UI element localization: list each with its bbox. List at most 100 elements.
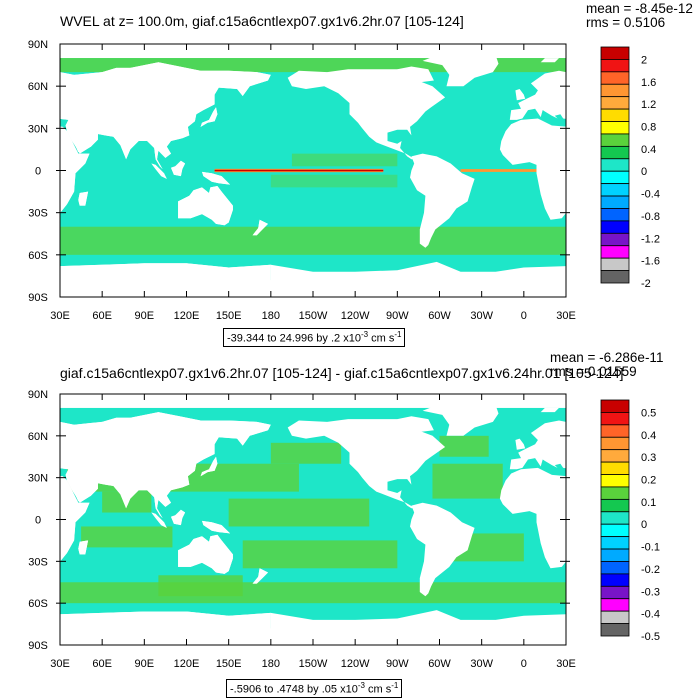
colorbar-swatch [600, 498, 630, 513]
top-range-text: -39.344 to 24.996 by .2 x10 [227, 332, 361, 345]
uk-landmass [9, 439, 19, 450]
tropical-north-patch [291, 153, 398, 167]
colorbar-swatch [600, 59, 630, 73]
australia-landmass [178, 534, 233, 574]
australia-landmass [684, 535, 700, 574]
lat-tick-label: 0 [35, 166, 41, 178]
anomaly-patch [228, 498, 370, 527]
colorbar-swatch [600, 270, 630, 284]
lon-tick-label: 0 [521, 658, 527, 670]
japan-landmass [200, 456, 218, 477]
svalbard-landmass [35, 408, 53, 412]
colorbar-swatch [600, 436, 630, 451]
anomaly-patch [439, 435, 489, 457]
map-field [9, 394, 700, 645]
baffin-landmass [397, 66, 434, 84]
svalbard-landmass [35, 58, 53, 62]
lon-tick-label: 120W [341, 310, 370, 322]
top-contour-range-box: -39.344 to 24.996 by .2 x10-3 cm s-1 [223, 328, 406, 347]
north-america-landmass [287, 69, 446, 160]
colorbar-label: 1.2 [641, 99, 656, 111]
lon-tick-label: 90W [386, 658, 409, 670]
baffin-landmass [397, 416, 434, 433]
bottom-contour-range-box: -.5906 to .4748 by .05 x10-3 cm s-1 [226, 679, 403, 698]
uk-landmass [9, 439, 19, 450]
lat-tick-label: 30N [28, 123, 48, 135]
top-range-exp: -3 [360, 330, 369, 339]
arabia-patch-landmass [67, 473, 98, 502]
anomaly-patch [242, 540, 398, 569]
africa-landmass [60, 476, 90, 562]
colorbar-swatch [600, 108, 630, 122]
lon-tick-label: 30E [556, 310, 576, 322]
colorbar-swatch [600, 623, 630, 637]
bottom-plot-title: giaf.c15a6cntlexp07.gx1v6.2hr.07 [105-12… [60, 365, 624, 381]
colorbar-label: 2 [641, 54, 647, 66]
africa-landmass [60, 126, 90, 214]
madagascar-landmass [78, 540, 89, 555]
colorbar-swatch [600, 536, 630, 550]
lon-tick-label: 180 [262, 310, 280, 322]
svalbard-landmass [35, 408, 53, 412]
lat-tick-label: 30S [28, 556, 48, 568]
svalbard-landmass [540, 58, 559, 63]
lon-tick-label: 150E [216, 658, 242, 670]
top-plot-title: WVEL at z= 100.0m, giaf.c15a6cntlexp07.g… [60, 13, 464, 29]
southern-ocean-band [60, 226, 566, 255]
top-range-units: cm s [368, 332, 395, 345]
eurasia-landmass [60, 62, 271, 170]
colorbar-swatch [600, 158, 630, 172]
equatorial-core-line [214, 169, 384, 172]
lat-tick-label: 60N [28, 431, 48, 443]
top-plot-rms: rms = 0.5106 [586, 15, 666, 30]
madagascar-landmass [584, 540, 594, 554]
uk-landmass [515, 89, 526, 101]
top-plot-panel: 90N 60N 30N 0 30S 60S 90S 30E 60E 90E 120E 150E 180 1… [9, 1, 693, 347]
anomaly-patch [270, 442, 342, 464]
south-america-landmass [410, 502, 475, 597]
lon-tick-label: 30E [556, 658, 576, 670]
africa-landmass [499, 118, 566, 220]
colorbar-swatch [600, 610, 630, 624]
colorbar-label: 1.6 [641, 77, 656, 89]
colorbar-swatch [600, 573, 630, 587]
lon-tick-label: 150E [216, 310, 242, 322]
colorbar-label: -1.6 [641, 256, 660, 268]
lon-tick-label: 60W [428, 658, 451, 670]
sumatra-landmass [151, 163, 167, 179]
uk-landmass [9, 89, 19, 100]
lon-tick-label: 180 [262, 658, 280, 670]
colorbar-swatch [600, 511, 630, 525]
new-zealand-landmass [252, 568, 268, 584]
bottom-plot-panel: 90N 60N 30N 0 30S 60S 90S 30E 60E 90E 120E 150E 180 1… [0, 350, 700, 700]
uk-landmass [515, 438, 526, 450]
colorbar-swatch [600, 461, 630, 475]
top-plot-mean: mean = -8.45e-12 [586, 1, 693, 16]
colorbar-swatch [600, 561, 630, 575]
atlantic-equatorial-band [460, 169, 538, 172]
eurasia-landmass [509, 420, 566, 470]
tropical-south-patch [270, 174, 398, 188]
borneo-landmass [677, 161, 691, 176]
colorbar-swatch [600, 257, 630, 271]
colorbar-swatch [600, 208, 630, 222]
colorbar-swatch [600, 183, 630, 197]
colorbar-swatch [600, 449, 630, 463]
colorbar-swatch [600, 145, 630, 160]
bottom-range-exp: -3 [357, 681, 365, 690]
anomaly-patch [60, 582, 566, 604]
colorbar-label: 0.4 [641, 144, 656, 156]
colorbar-swatch [600, 96, 630, 110]
lon-tick-label: 120E [174, 310, 200, 322]
anomaly-patch [81, 526, 173, 548]
lat-tick-label: 90S [28, 640, 48, 652]
lat-tick-label: 0 [35, 515, 41, 527]
colorbar-swatch [600, 121, 630, 135]
colorbar-swatch [600, 232, 630, 247]
colorbar-label: -2 [641, 278, 651, 290]
lon-tick-label: 30E [50, 310, 70, 322]
bottom-plot-rms: rms = 0.01559 [550, 364, 637, 379]
antarctica-landmass [60, 263, 271, 297]
lon-tick-label: 90E [135, 310, 155, 322]
